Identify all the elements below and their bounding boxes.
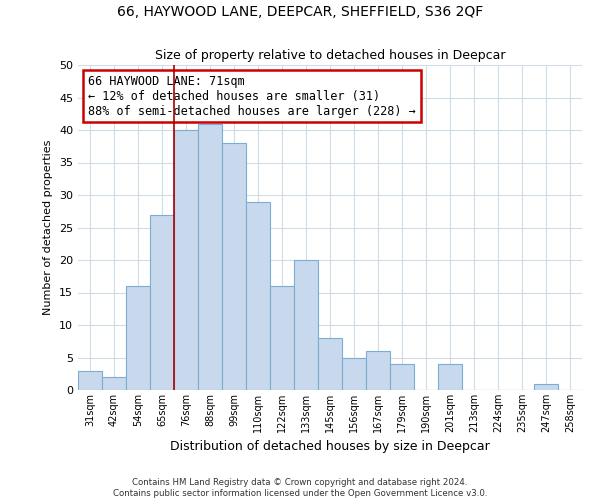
- Bar: [342, 358, 366, 390]
- X-axis label: Distribution of detached houses by size in Deepcar: Distribution of detached houses by size …: [170, 440, 490, 454]
- Bar: [294, 260, 318, 390]
- Title: Size of property relative to detached houses in Deepcar: Size of property relative to detached ho…: [155, 50, 505, 62]
- Bar: [246, 202, 270, 390]
- Bar: [534, 384, 558, 390]
- Y-axis label: Number of detached properties: Number of detached properties: [43, 140, 53, 315]
- Text: 66 HAYWOOD LANE: 71sqm
← 12% of detached houses are smaller (31)
88% of semi-det: 66 HAYWOOD LANE: 71sqm ← 12% of detached…: [88, 74, 416, 118]
- Text: Contains HM Land Registry data © Crown copyright and database right 2024.
Contai: Contains HM Land Registry data © Crown c…: [113, 478, 487, 498]
- Bar: [438, 364, 462, 390]
- Bar: [150, 214, 174, 390]
- Bar: [270, 286, 294, 390]
- Bar: [222, 143, 246, 390]
- Bar: [198, 124, 222, 390]
- Bar: [126, 286, 150, 390]
- Bar: [78, 370, 102, 390]
- Bar: [318, 338, 342, 390]
- Text: 66, HAYWOOD LANE, DEEPCAR, SHEFFIELD, S36 2QF: 66, HAYWOOD LANE, DEEPCAR, SHEFFIELD, S3…: [117, 5, 483, 19]
- Bar: [390, 364, 414, 390]
- Bar: [366, 351, 390, 390]
- Bar: [174, 130, 198, 390]
- Bar: [102, 377, 126, 390]
